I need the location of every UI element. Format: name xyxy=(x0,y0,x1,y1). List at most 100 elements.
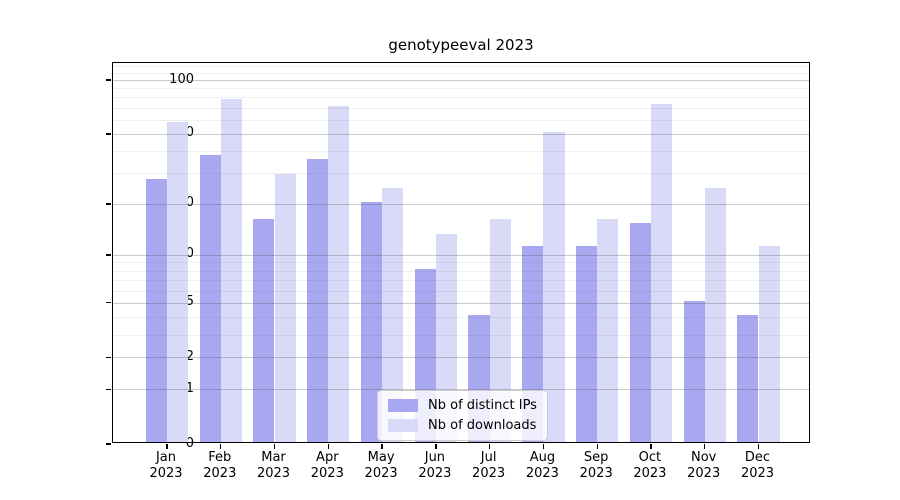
bar-distinct-ips-oct xyxy=(629,223,651,442)
x-tick-label-mar: Mar 2023 xyxy=(242,450,306,482)
y-axis-tick xyxy=(106,203,111,205)
minor-gridline xyxy=(113,280,809,281)
plot-area: Nb of distinct IPs Nb of downloads xyxy=(106,62,810,449)
minor-gridline xyxy=(113,173,809,175)
x-tick-year: 2023 xyxy=(203,466,237,481)
x-tick-label-apr: Apr 2023 xyxy=(295,450,359,482)
x-axis-tick xyxy=(488,444,491,449)
minor-gridline xyxy=(113,151,809,153)
x-tick-label-jan: Jan 2023 xyxy=(134,450,198,482)
x-tick-year: 2023 xyxy=(310,466,344,481)
x-tick-label-oct: Oct 2023 xyxy=(618,450,682,482)
minor-gridline xyxy=(113,317,809,319)
bar-distinct-ips-jan xyxy=(145,179,167,442)
major-gridline xyxy=(113,133,809,135)
y-axis-tick xyxy=(106,133,111,135)
minor-gridline xyxy=(113,65,809,67)
x-axis-tick xyxy=(381,444,383,449)
major-gridline xyxy=(113,254,809,256)
x-tick-year: 2023 xyxy=(525,466,559,481)
bar-downloads-feb xyxy=(220,99,242,442)
x-tick-year: 2023 xyxy=(364,466,398,481)
bar-downloads-may xyxy=(382,188,404,442)
y-tick-label: 1 xyxy=(185,380,194,396)
legend-swatch-downloads xyxy=(388,419,418,432)
minor-gridline xyxy=(113,107,809,109)
y-axis-tick xyxy=(106,79,111,81)
bar-distinct-ips-feb xyxy=(199,155,221,442)
major-gridline xyxy=(113,80,809,81)
bar-downloads-oct xyxy=(650,103,673,442)
legend-row-downloads: Nb of downloads xyxy=(388,418,537,433)
major-gridline xyxy=(113,302,809,304)
x-tick-label-may: May 2023 xyxy=(349,450,413,482)
bar-distinct-ips-apr xyxy=(307,159,329,442)
x-tick-year: 2023 xyxy=(579,466,613,481)
y-axis-tick xyxy=(106,388,111,390)
x-axis-tick xyxy=(435,444,437,449)
x-axis-tick xyxy=(650,444,652,449)
minor-gridline xyxy=(113,72,809,74)
y-tick-label: 0 xyxy=(185,435,194,451)
legend: Nb of distinct IPs Nb of downloads xyxy=(377,390,548,441)
legend-swatch-distinct-ips xyxy=(388,399,418,412)
major-gridline xyxy=(113,203,809,205)
y-axis-tick xyxy=(106,254,111,256)
bar-downloads-jan xyxy=(167,121,189,442)
y-tick-label: 5 xyxy=(185,294,194,310)
chart-title: genotypeeval 2023 xyxy=(388,36,534,54)
y-axis-tick xyxy=(106,356,111,359)
x-tick-year: 2023 xyxy=(740,466,775,481)
minor-gridline xyxy=(113,88,809,90)
x-tick-year: 2023 xyxy=(633,466,667,481)
x-axis-tick xyxy=(327,444,329,449)
minor-gridline xyxy=(113,97,809,99)
minor-gridline xyxy=(113,334,809,336)
minor-gridline xyxy=(113,119,809,121)
y-axis-tick xyxy=(106,443,111,445)
x-axis-tick xyxy=(704,444,706,449)
x-axis-tick xyxy=(166,444,168,449)
bar-distinct-ips-dec xyxy=(737,315,759,442)
minor-gridline xyxy=(113,270,809,272)
bar-distinct-ips-sep xyxy=(576,246,598,442)
bar-downloads-apr xyxy=(328,105,350,442)
x-axis-tick xyxy=(542,444,545,449)
major-gridline xyxy=(113,357,809,359)
bar-downloads-aug xyxy=(543,131,565,442)
x-axis-tick xyxy=(220,444,222,449)
x-tick-label-nov: Nov 2023 xyxy=(672,450,736,482)
x-tick-label-jul: Jul 2023 xyxy=(457,450,521,482)
x-tick-label-aug: Aug 2023 xyxy=(510,450,574,482)
x-tick-label-dec: Dec 2023 xyxy=(726,450,790,482)
bar-downloads-jul xyxy=(489,218,511,442)
x-tick-year: 2023 xyxy=(256,466,291,481)
y-axis-tick xyxy=(106,302,111,304)
x-axis-tick xyxy=(757,444,760,449)
x-axis-tick xyxy=(273,444,276,449)
minor-gridline xyxy=(113,290,809,292)
x-tick-label-jun: Jun 2023 xyxy=(403,450,467,482)
legend-label-downloads: Nb of downloads xyxy=(428,418,537,433)
y-tick-label: 100 xyxy=(169,71,194,87)
bar-downloads-mar xyxy=(274,173,296,442)
major-gridline xyxy=(113,389,809,391)
bar-downloads-jun xyxy=(435,233,458,442)
x-tick-year: 2023 xyxy=(149,466,183,481)
bar-distinct-ips-may xyxy=(360,201,383,442)
x-tick-year: 2023 xyxy=(418,466,452,481)
x-tick-label-feb: Feb 2023 xyxy=(188,450,252,482)
bar-downloads-sep xyxy=(597,218,619,442)
legend-label-distinct-ips: Nb of distinct IPs xyxy=(428,398,537,413)
bar-downloads-dec xyxy=(758,246,780,442)
bar-distinct-ips-nov xyxy=(683,300,705,442)
x-tick-year: 2023 xyxy=(472,466,506,481)
y-tick-label: 2 xyxy=(185,348,194,364)
x-tick-label-sep: Sep 2023 xyxy=(564,450,628,482)
legend-row-distinct-ips: Nb of distinct IPs xyxy=(388,398,537,413)
x-axis-tick xyxy=(596,444,598,449)
minor-gridline xyxy=(113,262,809,264)
x-tick-year: 2023 xyxy=(687,466,721,481)
bar-distinct-ips-mar xyxy=(253,218,275,442)
